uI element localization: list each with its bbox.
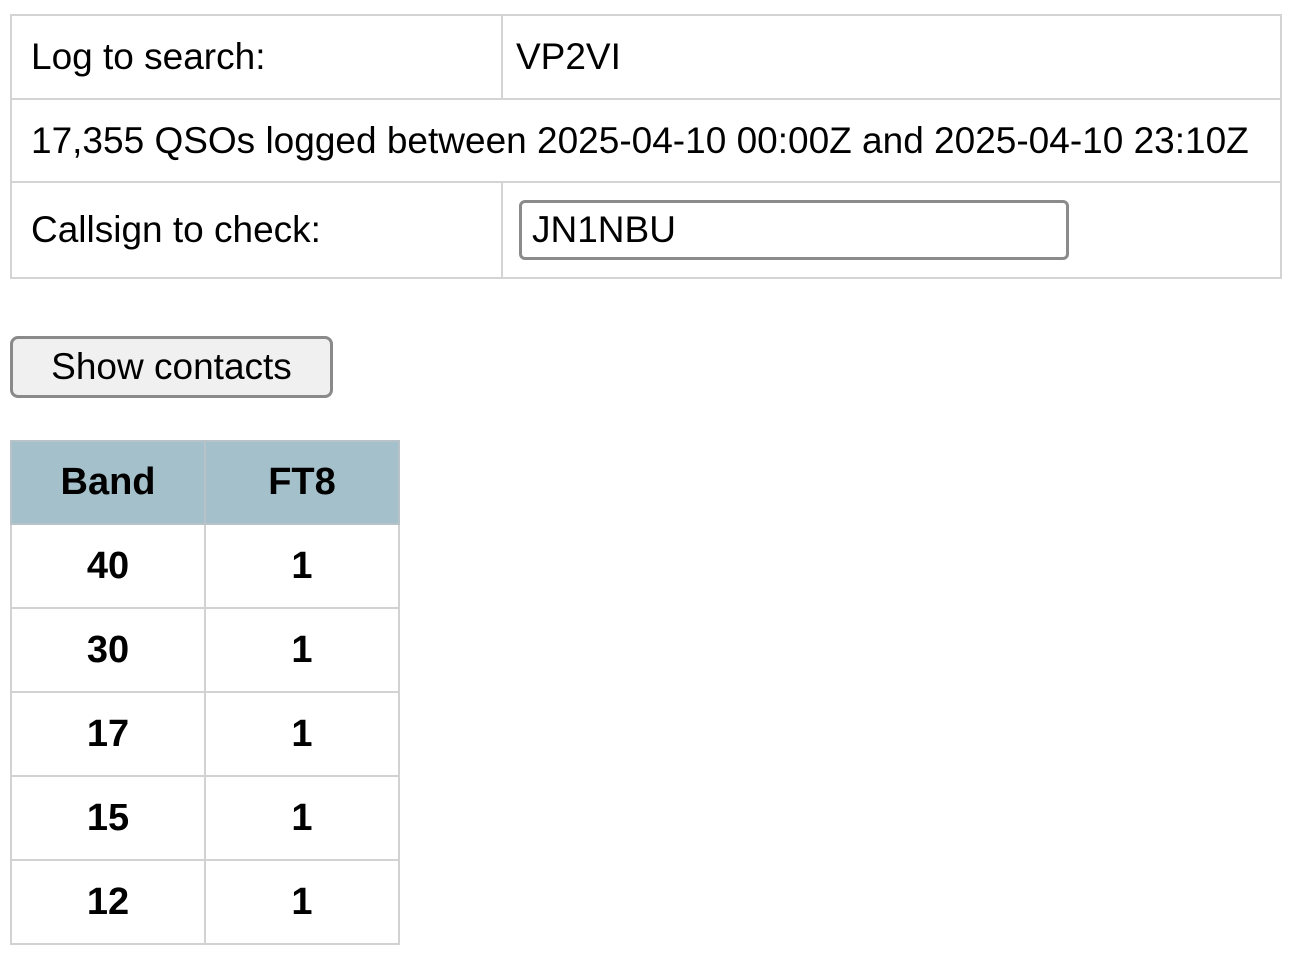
ft8-count-cell: 1	[204, 859, 400, 945]
ft8-count-cell: 1	[204, 691, 400, 777]
show-contacts-button[interactable]: Show contacts	[10, 336, 333, 398]
ft8-count-cell: 1	[204, 775, 400, 861]
callsign-input-cell	[501, 181, 1282, 279]
band-cell: 17	[10, 691, 206, 777]
band-column-header: Band	[10, 440, 206, 525]
log-search-form-table: Log to search: VP2VI 17,355 QSOs logged …	[10, 14, 1282, 279]
table-row: 30 1	[10, 607, 400, 693]
log-row: Log to search: VP2VI	[10, 14, 1282, 100]
ft8-count-cell: 1	[204, 523, 400, 609]
band-results-table: Band FT8 40 1 30 1 17 1 15 1 12 1	[10, 440, 400, 945]
band-cell: 30	[10, 607, 206, 693]
log-to-search-label: Log to search:	[10, 14, 503, 100]
ft8-count-cell: 1	[204, 607, 400, 693]
callsign-input[interactable]	[519, 200, 1069, 260]
qso-summary-row: 17,355 QSOs logged between 2025-04-10 00…	[10, 98, 1282, 183]
band-cell: 40	[10, 523, 206, 609]
ft8-column-header: FT8	[204, 440, 400, 525]
table-row: 15 1	[10, 775, 400, 861]
log-to-search-value: VP2VI	[501, 14, 1282, 100]
band-table-header-row: Band FT8	[10, 440, 400, 525]
callsign-row: Callsign to check:	[10, 181, 1282, 279]
table-row: 40 1	[10, 523, 400, 609]
table-row: 12 1	[10, 859, 400, 945]
band-cell: 12	[10, 859, 206, 945]
callsign-to-check-label: Callsign to check:	[10, 181, 503, 279]
qso-summary-text: 17,355 QSOs logged between 2025-04-10 00…	[10, 98, 1282, 183]
table-row: 17 1	[10, 691, 400, 777]
band-cell: 15	[10, 775, 206, 861]
